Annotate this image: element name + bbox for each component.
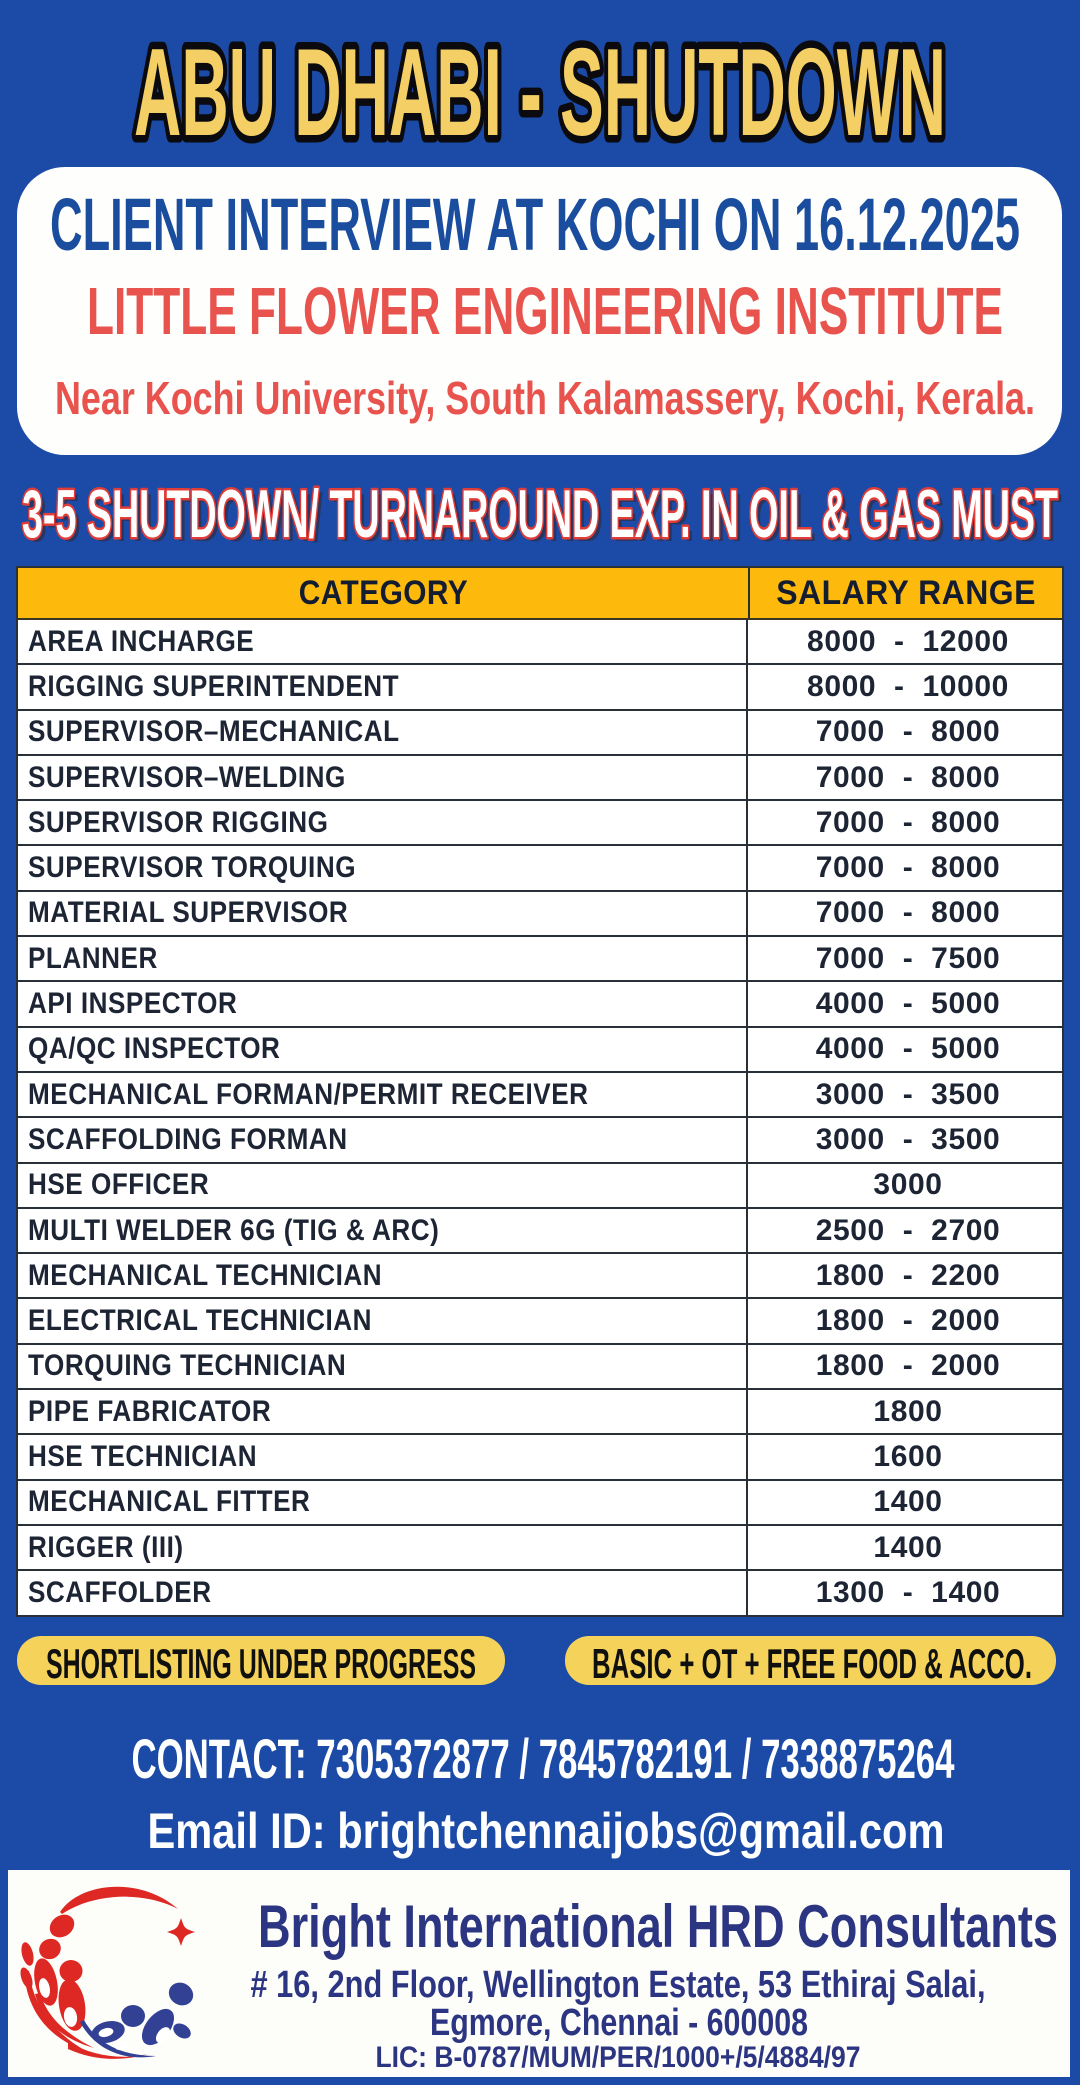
svg-text:CLIENT INTERVIEW AT KOCHI ON 1: CLIENT INTERVIEW AT KOCHI ON 16.12.2025: [50, 183, 1020, 266]
svg-text:CONTACT: 7305372877 / 78457821: CONTACT: 7305372877 / 7845782191 / 73388…: [132, 1727, 955, 1790]
svg-text:Near Kochi University, South K: Near Kochi University, South Kalamassery…: [55, 372, 1035, 424]
svg-text:3-5 SHUTDOWN/ TURNAROUND EXP.: 3-5 SHUTDOWN/ TURNAROUND EXP. IN OIL & G…: [22, 476, 1058, 552]
svg-text:SHORTLISTING UNDER PROGRESS: SHORTLISTING UNDER PROGRESS: [46, 1640, 476, 1685]
svg-text:# 16, 2nd Floor, Wellington Es: # 16, 2nd Floor, Wellington Estate, 53 E…: [251, 1964, 986, 2006]
svg-text:LIC: B-0787/MUM/PER/1000+/5/48: LIC: B-0787/MUM/PER/1000+/5/4884/97: [376, 2041, 861, 2074]
svg-text:3-5 SHUTDOWN/ TURNAROUND EXP.: 3-5 SHUTDOWN/ TURNAROUND EXP. IN OIL & G…: [26, 480, 1062, 556]
svg-text:ABU DHABI - SHUTDOWN: ABU DHABI - SHUTDOWN: [134, 24, 946, 162]
svg-text:BASIC + OT + FREE FOOD & ACCO.: BASIC + OT + FREE FOOD & ACCO.: [592, 1640, 1032, 1685]
svg-text:LITTLE FLOWER ENGINEERING INST: LITTLE FLOWER ENGINEERING INSTITUTE: [87, 274, 1003, 349]
svg-text:Egmore, Chennai - 600008: Egmore, Chennai - 600008: [430, 2002, 808, 2044]
svg-text:Email ID: brightchennaijobs@gm: Email ID: brightchennaijobs@gmail.com: [148, 1803, 945, 1859]
svg-text:Bright International HRD Consu: Bright International HRD Consultants: [258, 1893, 1058, 1960]
